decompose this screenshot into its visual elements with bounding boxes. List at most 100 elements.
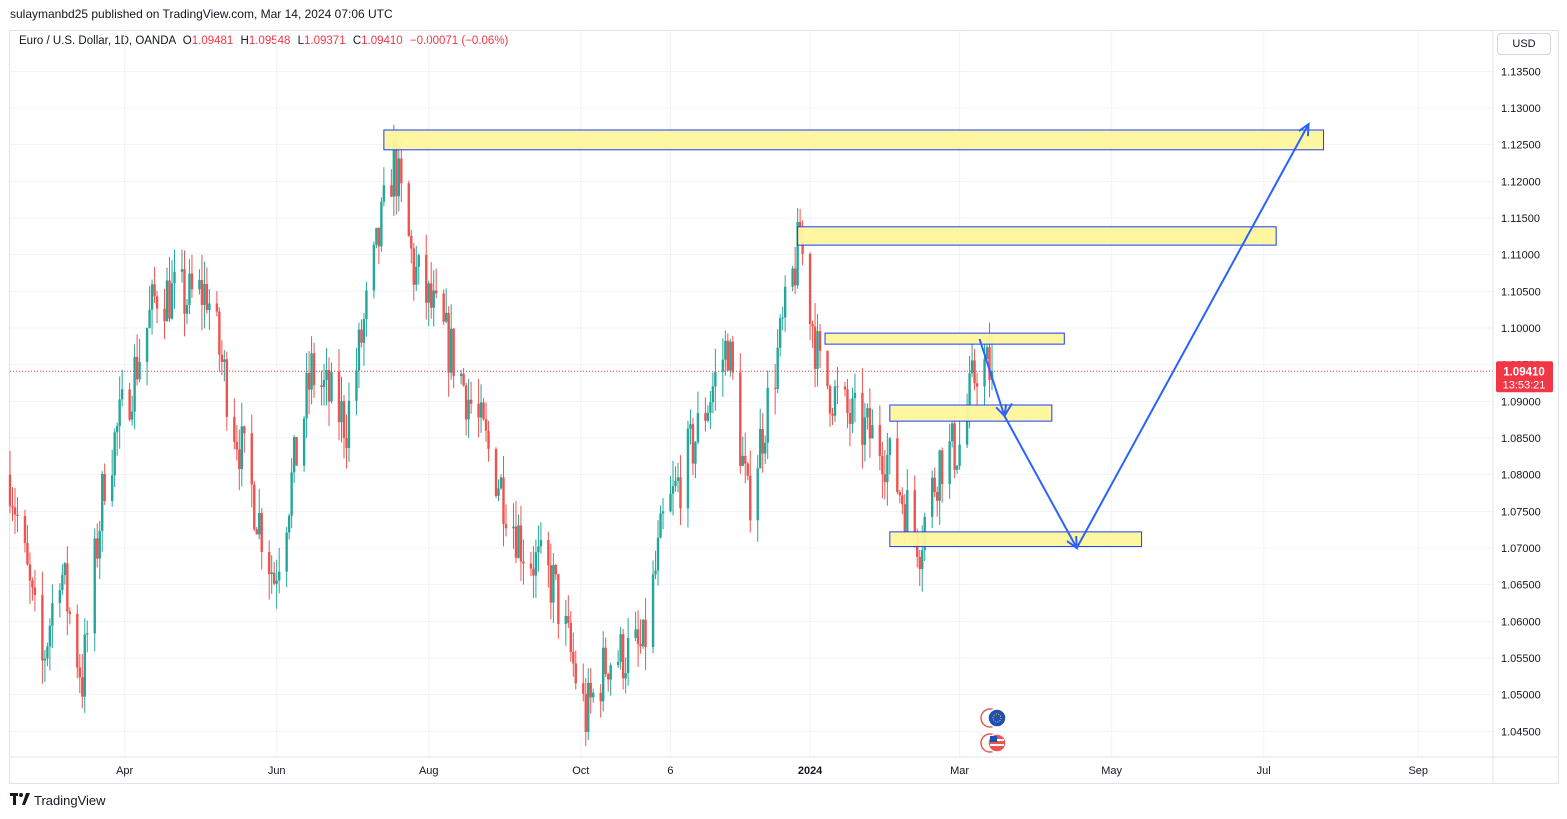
candle xyxy=(223,350,226,382)
candle xyxy=(148,286,151,329)
candle xyxy=(729,338,732,377)
candle xyxy=(938,449,941,525)
candle xyxy=(76,604,79,679)
zones[interactable] xyxy=(383,129,1325,548)
candle xyxy=(362,313,366,366)
candle xyxy=(430,262,433,319)
supply-demand-zone[interactable] xyxy=(383,129,1325,151)
time-axis[interactable]: Apr Jun Aug Oct 6 2024 Mar May Jul Sep xyxy=(116,765,1428,777)
candle xyxy=(497,479,500,502)
candle xyxy=(604,637,607,678)
last-price-badge-bg xyxy=(1496,361,1553,393)
candle xyxy=(345,414,348,469)
candle xyxy=(268,540,271,600)
candle xyxy=(517,514,520,559)
candle xyxy=(120,369,124,407)
time-tick-label: Jul xyxy=(1257,765,1271,777)
candle xyxy=(48,618,52,671)
currency-button[interactable]: USD xyxy=(1497,33,1551,55)
candle xyxy=(287,513,291,540)
candle xyxy=(365,281,368,337)
candle xyxy=(400,140,403,203)
projection-arrows[interactable] xyxy=(978,122,1310,551)
time-tick-label: Sep xyxy=(1408,765,1428,777)
candle xyxy=(826,350,829,390)
candle xyxy=(813,303,817,388)
candle xyxy=(686,420,690,528)
candle xyxy=(113,428,116,488)
candle xyxy=(696,391,700,445)
candle xyxy=(726,333,730,372)
price-tick-label: 1.10000 xyxy=(1501,323,1541,335)
candle xyxy=(372,241,376,299)
economic-events[interactable] xyxy=(980,708,1007,753)
candle xyxy=(23,509,27,553)
high-label: H xyxy=(240,35,249,47)
candle xyxy=(644,597,647,671)
supply-demand-zone[interactable] xyxy=(824,332,1065,345)
candle xyxy=(46,642,49,667)
candle xyxy=(522,539,525,585)
candle xyxy=(868,388,872,458)
candle xyxy=(320,370,323,406)
published-header: sulaymanbd25 published on TradingView.co… xyxy=(10,7,393,21)
candle xyxy=(101,471,104,552)
candle xyxy=(746,461,749,481)
candle xyxy=(61,564,64,596)
us-flag-icon[interactable] xyxy=(980,733,1007,753)
candle xyxy=(360,319,363,348)
candle xyxy=(487,420,490,462)
candle xyxy=(793,246,797,294)
supply-demand-zone[interactable] xyxy=(889,404,1053,422)
candle xyxy=(616,650,620,668)
candle xyxy=(898,489,901,504)
candle xyxy=(953,413,956,479)
candle xyxy=(110,449,114,507)
candle xyxy=(609,662,612,696)
candle xyxy=(240,402,243,487)
candle xyxy=(150,279,154,335)
candle xyxy=(502,455,505,547)
euro-flag-icon[interactable] xyxy=(980,708,1007,728)
change-value: −0.00071 (−0.06%) xyxy=(409,35,509,47)
candle xyxy=(935,486,939,517)
candle xyxy=(258,488,261,540)
candle xyxy=(871,409,874,439)
candle xyxy=(816,314,819,387)
candle xyxy=(412,242,415,301)
candle xyxy=(292,435,296,483)
projection-path[interactable] xyxy=(978,123,1310,549)
candle xyxy=(689,409,692,445)
candle xyxy=(731,335,735,380)
candle xyxy=(791,265,794,292)
symbol-name[interactable]: Euro / U.S. Dollar, 1D, OANDA xyxy=(19,35,176,47)
candle xyxy=(494,447,498,498)
supply-demand-zone[interactable] xyxy=(797,226,1277,246)
candle xyxy=(98,520,101,580)
candle xyxy=(233,398,236,450)
tradingview-footer[interactable]: TradingView xyxy=(10,793,106,808)
candle xyxy=(796,208,799,289)
candle xyxy=(833,380,837,423)
price-axis[interactable]: 1.13500 1.13000 1.12500 1.12000 1.11500 1.110… xyxy=(1501,66,1541,738)
candle xyxy=(706,405,710,423)
candle xyxy=(931,470,934,529)
candle xyxy=(773,363,777,415)
candle xyxy=(342,395,346,459)
candle xyxy=(218,307,221,372)
candle xyxy=(621,628,625,690)
candle xyxy=(11,487,14,522)
candle xyxy=(569,611,572,662)
candle xyxy=(444,288,448,324)
price-tick-label: 1.11000 xyxy=(1501,250,1540,262)
price-tick-label: 1.12000 xyxy=(1501,176,1541,188)
candle xyxy=(290,458,293,529)
candle xyxy=(390,169,393,198)
candle xyxy=(818,324,822,369)
candle xyxy=(16,497,19,533)
candle xyxy=(602,631,605,712)
candle xyxy=(537,525,540,572)
supply-demand-zone[interactable] xyxy=(889,531,1143,548)
candle xyxy=(26,525,29,566)
